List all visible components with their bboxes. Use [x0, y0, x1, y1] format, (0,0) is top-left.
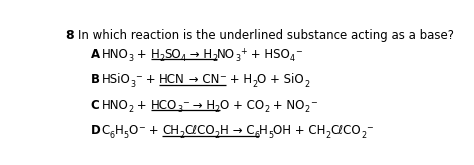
Text: NO: NO	[218, 48, 236, 61]
Text: H: H	[151, 48, 159, 61]
Text: CℓCO: CℓCO	[184, 124, 215, 137]
Text: 2: 2	[179, 131, 184, 140]
Text: 3: 3	[128, 54, 133, 63]
Text: HCN: HCN	[159, 73, 185, 86]
Text: 2: 2	[215, 105, 220, 114]
Text: + H: + H	[226, 73, 252, 86]
Text: + NO: + NO	[269, 99, 305, 112]
Text: O + CO: O + CO	[220, 99, 264, 112]
Text: 5: 5	[268, 131, 273, 140]
Text: 4: 4	[181, 54, 186, 63]
Text: −: −	[295, 47, 301, 56]
Text: 2: 2	[361, 131, 366, 140]
Text: CℓCO: CℓCO	[331, 124, 361, 137]
Text: 2: 2	[264, 105, 269, 114]
Text: C: C	[101, 124, 110, 137]
Text: 2: 2	[305, 105, 310, 114]
Text: HSiO: HSiO	[101, 73, 130, 86]
Text: 2: 2	[215, 131, 220, 140]
Text: → C: → C	[228, 124, 254, 137]
Text: 2: 2	[128, 105, 133, 114]
Text: HCO: HCO	[151, 99, 177, 112]
Text: → CN: → CN	[185, 73, 219, 86]
Text: In which reaction is the underlined substance acting as a base?: In which reaction is the underlined subs…	[78, 29, 454, 42]
Text: OH + CH: OH + CH	[273, 124, 326, 137]
Text: 8: 8	[65, 29, 73, 42]
Text: 5: 5	[124, 131, 128, 140]
Text: −: −	[138, 123, 145, 132]
Text: −: −	[366, 123, 373, 132]
Text: HNO: HNO	[101, 99, 128, 112]
Text: HNO: HNO	[101, 48, 128, 61]
Text: H: H	[220, 124, 228, 137]
Text: 4: 4	[290, 54, 295, 63]
Text: → H: → H	[189, 99, 215, 112]
Text: 2: 2	[159, 54, 164, 63]
Text: → H: → H	[186, 48, 212, 61]
Text: −: −	[219, 72, 226, 81]
Text: +: +	[142, 73, 159, 86]
Text: 2: 2	[326, 131, 331, 140]
Text: B: B	[91, 73, 100, 86]
Text: CH: CH	[162, 124, 179, 137]
Text: SO: SO	[164, 48, 181, 61]
Text: 2: 2	[212, 54, 218, 63]
Text: C: C	[91, 99, 99, 112]
Text: O + SiO: O + SiO	[257, 73, 304, 86]
Text: 2: 2	[304, 80, 309, 89]
Text: 3: 3	[236, 54, 240, 63]
Text: −: −	[182, 98, 189, 107]
Text: −: −	[135, 72, 142, 81]
Text: 6: 6	[254, 131, 259, 140]
Text: + HSO: + HSO	[247, 48, 290, 61]
Text: +: +	[240, 47, 247, 56]
Text: 2: 2	[252, 80, 257, 89]
Text: 6: 6	[110, 131, 115, 140]
Text: D: D	[91, 124, 100, 137]
Text: H: H	[259, 124, 268, 137]
Text: 3: 3	[177, 105, 182, 114]
Text: 3: 3	[130, 80, 135, 89]
Text: H: H	[115, 124, 124, 137]
Text: +: +	[133, 99, 151, 112]
Text: −: −	[310, 98, 317, 107]
Text: +: +	[145, 124, 162, 137]
Text: +: +	[133, 48, 151, 61]
Text: A: A	[91, 48, 100, 61]
Text: O: O	[128, 124, 138, 137]
